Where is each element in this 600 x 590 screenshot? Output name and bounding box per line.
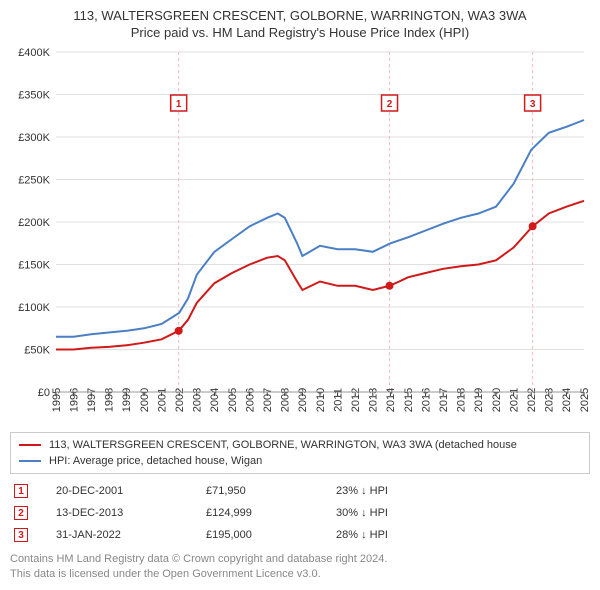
svg-text:2019: 2019: [473, 388, 485, 412]
line-chart: £0 £50K £100K £150K £200K £250K £300K £350K £400…: [10, 46, 590, 426]
svg-text:2023: 2023: [544, 388, 556, 412]
event-delta-3: 28% ↓ HPI: [336, 529, 388, 541]
svg-text:2009: 2009: [297, 388, 309, 412]
events-table: 1 20-DEC-2001 £71,950 23% ↓ HPI 2 13-DEC…: [10, 480, 590, 546]
svg-text:2002: 2002: [174, 388, 186, 412]
svg-text:2007: 2007: [262, 388, 274, 412]
svg-text:2004: 2004: [209, 388, 221, 412]
svg-text:£50K: £50K: [24, 345, 50, 357]
svg-text:£150K: £150K: [18, 260, 50, 272]
legend-label-hpi: HPI: Average price, detached house, Wiga…: [49, 455, 262, 467]
svg-text:£200K: £200K: [18, 217, 50, 229]
svg-text:2025: 2025: [579, 388, 590, 412]
legend-swatch-hpi: [19, 460, 41, 462]
svg-text:£0: £0: [38, 387, 50, 399]
svg-text:£400K: £400K: [18, 47, 50, 59]
title-line-2: Price paid vs. HM Land Registry's House …: [10, 25, 590, 40]
svg-text:£100K: £100K: [18, 302, 50, 314]
svg-text:2003: 2003: [192, 388, 204, 412]
event-marker-2: 2: [14, 506, 28, 520]
legend-label-addr: 113, WALTERSGREEN CRESCENT, GOLBORNE, WA…: [49, 439, 517, 451]
svg-text:3: 3: [530, 99, 536, 110]
event-price-1: £71,950: [206, 485, 336, 497]
event-delta-2: 30% ↓ HPI: [336, 507, 388, 519]
legend: 113, WALTERSGREEN CRESCENT, GOLBORNE, WA…: [10, 432, 590, 474]
svg-text:1996: 1996: [68, 388, 80, 412]
legend-row-addr: 113, WALTERSGREEN CRESCENT, GOLBORNE, WA…: [19, 437, 581, 453]
svg-text:2001: 2001: [156, 388, 168, 412]
chart-area: £0 £50K £100K £150K £200K £250K £300K £350K £400…: [10, 46, 590, 426]
event-row-3: 3 31-JAN-2022 £195,000 28% ↓ HPI: [10, 524, 590, 546]
svg-text:1997: 1997: [86, 388, 98, 412]
title-line-1: 113, WALTERSGREEN CRESCENT, GOLBORNE, WA…: [10, 8, 590, 23]
event-date-1: 20-DEC-2001: [56, 485, 206, 497]
event-price-2: £124,999: [206, 507, 336, 519]
chart-titles: 113, WALTERSGREEN CRESCENT, GOLBORNE, WA…: [10, 8, 590, 46]
svg-text:2021: 2021: [508, 388, 520, 412]
svg-text:2020: 2020: [491, 388, 503, 412]
svg-text:2: 2: [387, 99, 393, 110]
svg-text:2018: 2018: [456, 388, 468, 412]
svg-text:£300K: £300K: [18, 132, 50, 144]
event-marker-3: 3: [14, 528, 28, 542]
svg-text:2005: 2005: [227, 388, 239, 412]
svg-text:1995: 1995: [51, 388, 63, 412]
svg-text:£250K: £250K: [18, 175, 50, 187]
footer-line-2: This data is licensed under the Open Gov…: [10, 567, 590, 582]
svg-text:£350K: £350K: [18, 90, 50, 102]
svg-text:2008: 2008: [280, 388, 292, 412]
footer-line-1: Contains HM Land Registry data © Crown c…: [10, 552, 590, 567]
svg-text:2010: 2010: [315, 388, 327, 412]
legend-swatch-addr: [19, 444, 41, 446]
svg-text:1: 1: [176, 99, 182, 110]
svg-text:2014: 2014: [385, 388, 397, 412]
svg-text:2015: 2015: [403, 388, 415, 412]
legend-row-hpi: HPI: Average price, detached house, Wiga…: [19, 453, 581, 469]
svg-text:2024: 2024: [561, 388, 573, 412]
svg-text:2016: 2016: [420, 388, 432, 412]
svg-text:1999: 1999: [121, 388, 133, 412]
event-row-2: 2 13-DEC-2013 £124,999 30% ↓ HPI: [10, 502, 590, 524]
svg-text:2006: 2006: [244, 388, 256, 412]
svg-text:2000: 2000: [139, 388, 151, 412]
svg-text:2017: 2017: [438, 388, 450, 412]
footer: Contains HM Land Registry data © Crown c…: [10, 552, 590, 582]
svg-text:2013: 2013: [368, 388, 380, 412]
svg-text:1998: 1998: [104, 388, 116, 412]
event-date-3: 31-JAN-2022: [56, 529, 206, 541]
event-date-2: 13-DEC-2013: [56, 507, 206, 519]
svg-text:2022: 2022: [526, 388, 538, 412]
event-marker-1: 1: [14, 484, 28, 498]
event-price-3: £195,000: [206, 529, 336, 541]
svg-text:2012: 2012: [350, 388, 362, 412]
event-row-1: 1 20-DEC-2001 £71,950 23% ↓ HPI: [10, 480, 590, 502]
event-delta-1: 23% ↓ HPI: [336, 485, 388, 497]
